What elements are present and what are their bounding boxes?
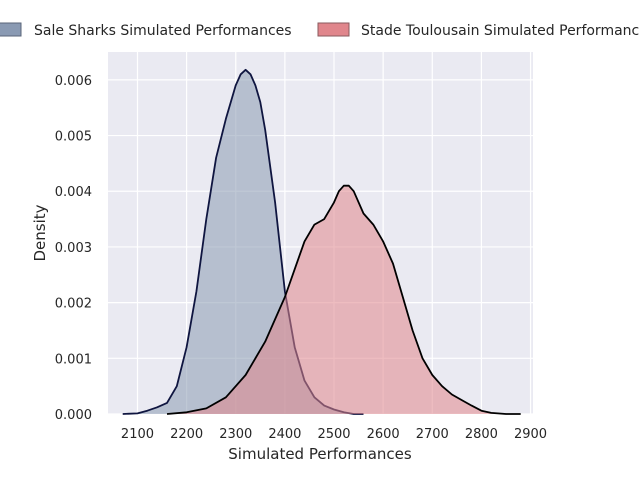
x-tick-labels: 2100 2200 2300 2400 2500 2600 2700 2800 2900	[121, 427, 547, 442]
x-axis-title: Simulated Performances	[228, 445, 412, 463]
y-tick-label-5: 0.005	[55, 130, 92, 145]
legend-label-sale-sharks: Sale Sharks Simulated Performances	[34, 23, 292, 39]
x-tick-label-6: 2700	[416, 427, 449, 442]
y-tick-label-1: 0.001	[55, 352, 92, 367]
x-tick-label-8: 2900	[514, 427, 547, 442]
x-tick-label-7: 2800	[465, 427, 498, 442]
y-tick-labels: 0.000 0.001 0.002 0.003 0.004 0.005 0.006	[55, 74, 92, 423]
x-tick-label-1: 2200	[170, 427, 203, 442]
y-tick-label-2: 0.002	[55, 297, 92, 312]
density-line-series-1	[166, 184, 521, 415]
legend-swatch-stade-toulousain	[317, 22, 350, 37]
density-area-series-0	[122, 69, 364, 415]
y-axis-title: Density	[31, 204, 49, 261]
legend-label-stade-toulousain: Stade Toulousain Simulated Performances	[361, 23, 640, 39]
x-tick-label-5: 2600	[367, 427, 400, 442]
x-tick-label-3: 2400	[268, 427, 301, 442]
density-areas	[122, 68, 521, 415]
y-tick-label-6: 0.006	[55, 74, 92, 89]
x-tick-label-4: 2500	[317, 427, 350, 442]
x-tick-label-0: 2100	[121, 427, 154, 442]
y-tick-label-3: 0.003	[55, 241, 92, 256]
density-area-series-1	[167, 185, 521, 414]
y-tick-label-0: 0.000	[55, 408, 92, 423]
legend-swatch-sale-sharks	[0, 22, 22, 37]
y-tick-label-4: 0.004	[55, 185, 92, 200]
x-tick-label-2: 2300	[219, 427, 252, 442]
legend: Sale Sharks Simulated Performances Stade…	[0, 22, 640, 39]
